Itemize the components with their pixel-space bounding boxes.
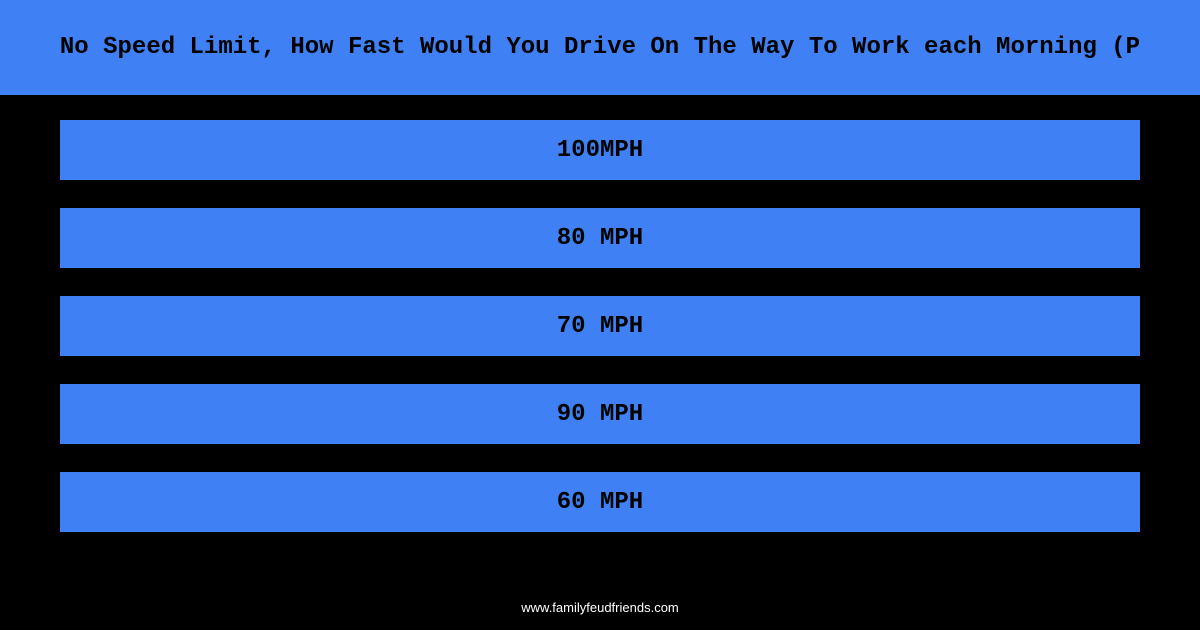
answer-item[interactable]: 60 MPH [60,472,1140,532]
question-text: No Speed Limit, How Fast Would You Drive… [60,34,1140,61]
footer: www.familyfeudfriends.com [0,585,1200,630]
footer-url: www.familyfeudfriends.com [521,600,679,615]
answer-item[interactable]: 70 MPH [60,296,1140,356]
answer-item[interactable]: 100MPH [60,120,1140,180]
answer-item[interactable]: 80 MPH [60,208,1140,268]
answer-item[interactable]: 90 MPH [60,384,1140,444]
answer-label: 60 MPH [557,489,643,516]
answer-label: 80 MPH [557,225,643,252]
answer-label: 100MPH [557,137,643,164]
answer-label: 70 MPH [557,313,643,340]
answer-label: 90 MPH [557,401,643,428]
question-header: No Speed Limit, How Fast Would You Drive… [0,0,1200,95]
answers-list: 100MPH 80 MPH 70 MPH 90 MPH 60 MPH [0,95,1200,585]
